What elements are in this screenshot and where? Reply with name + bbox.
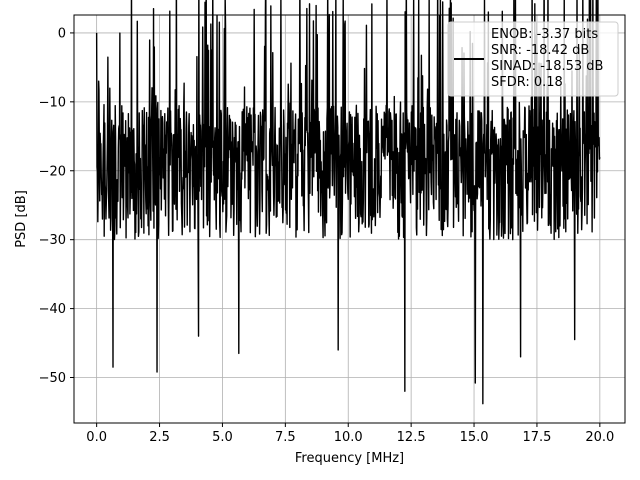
x-tick-label: 7.5	[275, 430, 296, 445]
x-tick-label: 2.5	[149, 430, 170, 445]
legend-entry-enob: ENOB: -3.37 bits	[491, 27, 598, 42]
legend-entry-sfdr: SFDR: 0.18	[491, 75, 563, 90]
x-tick-label: 15.0	[460, 430, 489, 445]
y-tick-label: −50	[39, 371, 66, 386]
y-tick-label: 0	[58, 26, 66, 41]
x-tick-label: 0.0	[86, 430, 107, 445]
y-tick-label: −40	[39, 302, 66, 317]
legend-box	[447, 21, 619, 97]
x-tick-label: 5.0	[212, 430, 233, 445]
legend: ENOB: -3.37 bits SNR: -18.42 dB SINAD: -…	[447, 21, 619, 97]
legend-entry-sinad: SINAD: -18.53 dB	[491, 59, 603, 74]
x-tick-label: 10.0	[334, 430, 363, 445]
x-tick-label: 12.5	[397, 430, 426, 445]
psd-series-line	[95, 0, 601, 405]
legend-entry-snr: SNR: -18.42 dB	[491, 43, 589, 58]
x-tick-label: 20.0	[585, 430, 614, 445]
x-axis-label: Frequency [MHz]	[295, 451, 404, 466]
x-ticks: 0.0 2.5 5.0 7.5 10.0 12.5 15.0 17.5 20.0	[86, 423, 614, 445]
y-tick-label: −30	[39, 233, 66, 248]
y-tick-label: −20	[39, 164, 66, 179]
plot-frame	[73, 14, 626, 424]
series-layer	[95, 0, 601, 405]
y-axis-label: PSD [dB]	[14, 190, 29, 248]
x-tick-label: 17.5	[522, 430, 551, 445]
y-ticks: 0 −10 −20 −30 −40 −50	[39, 26, 74, 386]
y-tick-label: −10	[39, 95, 66, 110]
